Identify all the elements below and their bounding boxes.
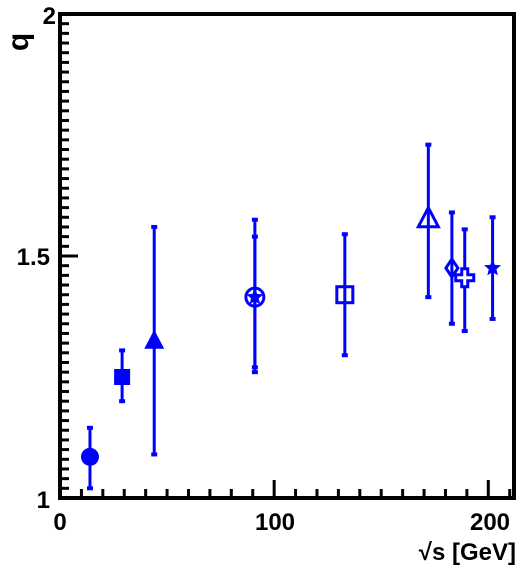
marker-circle-filled — [80, 447, 99, 466]
y-tick-label-1.5: 1.5 — [17, 244, 50, 271]
data-markers — [80, 204, 502, 466]
y-axis-label: q — [2, 33, 35, 51]
marker-star-filled — [484, 259, 502, 276]
marker-circle-open — [244, 286, 266, 308]
x-tick-label-200: 200 — [470, 509, 510, 536]
error-bars — [86, 142, 496, 491]
marker-diamond-open — [444, 256, 460, 280]
x-tick-label-0: 0 — [53, 509, 66, 536]
marker-square-filled — [114, 369, 131, 385]
marker-cross-open — [454, 267, 476, 289]
marker-triangle-filled — [144, 329, 165, 349]
y-tick-label-2: 2 — [43, 3, 56, 30]
marker-star-filled — [246, 288, 264, 305]
marker-triangle-open — [415, 204, 441, 229]
marker-square-open — [335, 285, 355, 305]
y-tick-label-1: 1 — [37, 487, 50, 514]
plot-frame — [58, 12, 516, 500]
x-tick-label-100: 100 — [255, 509, 295, 536]
x-axis-label: √s [GeV] — [419, 539, 516, 566]
axis-ticks — [58, 12, 512, 500]
